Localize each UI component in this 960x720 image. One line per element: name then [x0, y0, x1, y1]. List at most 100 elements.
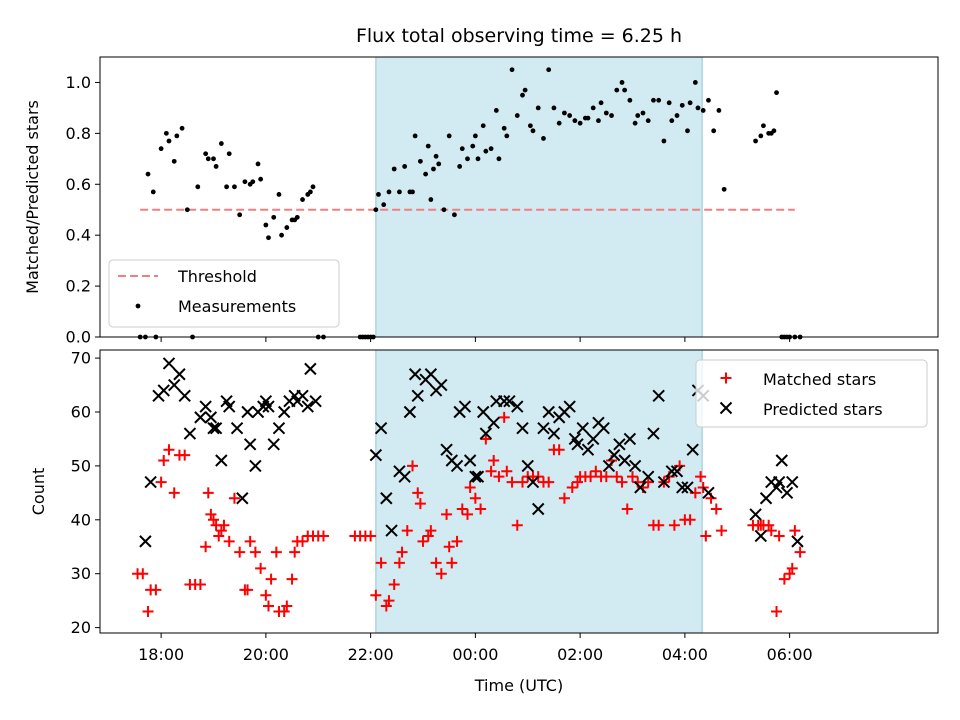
predicted-star-point — [563, 400, 576, 413]
matched-star-point — [380, 600, 392, 612]
measurement-point — [300, 197, 305, 202]
matched-star-point — [286, 573, 298, 585]
matched-star-point — [417, 535, 429, 547]
measurement-point — [572, 118, 578, 124]
measurement-point — [603, 110, 609, 116]
measurement-point — [428, 197, 434, 202]
predicted-star-point — [277, 405, 291, 419]
predicted-star-point — [463, 454, 477, 467]
measurement-point — [203, 151, 209, 157]
predicted-star-point — [183, 427, 197, 440]
matched-star-point — [179, 449, 191, 461]
measurement-point — [475, 156, 481, 162]
matched-star-point — [464, 481, 476, 493]
count-y-tick-label: 50 — [71, 456, 91, 475]
matched-star-point — [616, 476, 628, 488]
predicted-star-point — [647, 427, 660, 440]
matched-star-point — [653, 519, 665, 531]
predicted-star-point — [194, 411, 207, 424]
measurement-point — [263, 222, 269, 228]
measurement-point — [504, 133, 510, 139]
ratio-y-tick-label: 0.0 — [66, 328, 91, 347]
matched-stars-layer — [132, 411, 806, 617]
predicted-star-point — [521, 459, 534, 473]
predicted-star-point — [547, 427, 561, 440]
matched-star-point — [260, 589, 272, 601]
matched-star-point — [553, 444, 565, 456]
measurement-point — [541, 136, 546, 141]
predicted-star-point — [385, 524, 398, 537]
measurement-point — [258, 176, 264, 182]
x-axis-label: Time (UTC) — [474, 676, 563, 695]
predicted-star-point — [173, 368, 186, 381]
matched-star-point — [501, 465, 513, 477]
x-tick-label: 02:00 — [557, 645, 603, 664]
measurement-point — [446, 133, 452, 139]
measurement-point — [158, 146, 164, 152]
measurement-point — [619, 80, 625, 85]
measurement-point — [386, 189, 392, 195]
measurement-point — [711, 128, 717, 134]
matched-star-point — [218, 519, 230, 531]
predicted-star-point — [511, 400, 524, 413]
predicted-star-point — [676, 481, 689, 494]
predicted-star-point — [487, 416, 500, 429]
matched-star-point — [168, 487, 180, 499]
measurement-point — [436, 161, 442, 167]
measurement-point — [716, 108, 722, 113]
legend-matched-label: Matched stars — [763, 370, 876, 389]
measurement-point — [410, 189, 415, 195]
predicted-star-point — [759, 492, 773, 505]
predicted-star-point — [657, 475, 671, 489]
measurement-point — [562, 110, 567, 116]
measurement-point — [431, 166, 436, 172]
measurement-point — [242, 179, 248, 185]
predicted-star-point — [497, 395, 511, 408]
measurement-point — [271, 214, 277, 220]
predicted-star-point — [380, 492, 393, 505]
measurement-point — [520, 92, 525, 98]
measurement-point — [163, 130, 169, 136]
matched-star-point — [228, 492, 240, 504]
measurement-point — [496, 156, 502, 162]
measurement-point — [480, 123, 486, 129]
matched-star-point — [249, 546, 261, 558]
measurement-point — [179, 125, 185, 131]
matched-star-point — [265, 573, 277, 585]
measurement-point — [632, 120, 638, 126]
matched-star-point — [786, 562, 798, 574]
ratio-y-tick-label: 0.2 — [66, 277, 91, 296]
matched-star-point — [441, 508, 453, 520]
ratio-y-axis-label: Matched/Predicted stars — [23, 100, 42, 294]
matched-star-point — [242, 584, 254, 596]
matched-star-point — [407, 460, 419, 472]
measurement-point — [224, 184, 229, 190]
matched-star-point — [621, 503, 633, 515]
predicted-stars-layer — [139, 357, 804, 548]
matched-star-point — [716, 525, 728, 537]
predicted-star-point — [144, 475, 157, 489]
matched-star-point — [763, 519, 775, 531]
predicted-star-point — [516, 421, 529, 435]
predicted-star-point — [775, 454, 788, 467]
matched-star-point — [430, 557, 442, 569]
predicted-star-point — [537, 421, 550, 435]
matched-star-point — [215, 525, 227, 537]
matched-star-point — [626, 471, 638, 483]
count-y-tick-label: 60 — [71, 402, 91, 421]
predicted-star-point — [424, 368, 438, 381]
legend-measurements-swatch — [135, 303, 141, 309]
predicted-star-point — [272, 421, 286, 435]
predicted-star-point — [450, 459, 464, 473]
measurement-point — [753, 138, 758, 144]
observing-window-shade-top — [375, 56, 703, 338]
predicted-star-point — [749, 508, 762, 521]
predicted-star-point — [178, 389, 191, 403]
measurements-layer — [137, 67, 803, 340]
matched-star-point — [262, 600, 274, 612]
measurement-point — [687, 100, 693, 106]
matched-star-point — [700, 530, 712, 542]
predicted-star-point — [262, 400, 275, 413]
measurement-point — [614, 87, 620, 93]
ratio-legend: Threshold Measurements — [108, 259, 340, 328]
